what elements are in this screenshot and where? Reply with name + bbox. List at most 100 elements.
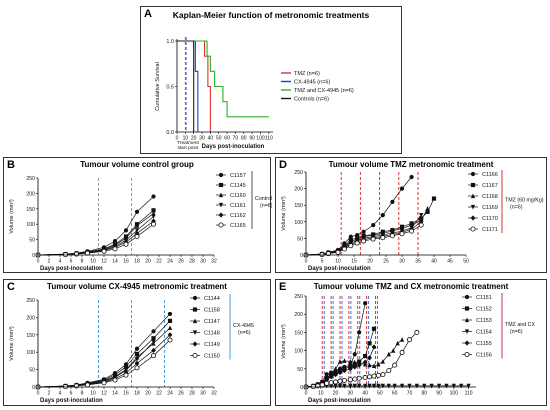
data-point: [218, 212, 224, 218]
data-point: [134, 234, 140, 240]
legend-label: Controls (n=6): [294, 97, 329, 103]
data-point: [112, 246, 118, 252]
legend-marker: [464, 340, 470, 346]
legend-marker: [470, 193, 476, 199]
data-point: [414, 329, 420, 335]
data-point: [380, 383, 385, 389]
data-point: [328, 380, 334, 386]
data-point: [337, 383, 343, 389]
y-tick-label: 150: [26, 207, 35, 213]
data-point: [406, 337, 412, 343]
data-point: [370, 236, 376, 242]
x-tick-label: 110: [265, 136, 273, 142]
x-tick-label: 20: [145, 259, 151, 265]
data-point: [409, 174, 414, 180]
chart-title: Tumour volume TMZ metronomic treatment: [328, 160, 494, 169]
x-tick-label: 25: [383, 259, 389, 265]
x-tick-label: 80: [421, 391, 427, 397]
legend-label: C1144: [204, 296, 220, 302]
legend-marker: [218, 202, 224, 208]
tumour-volume-chart: 0 50 100 150 200 250 0 5 10 15 20 25 30 35 40 45 50 Days …: [281, 170, 544, 272]
data-point: [367, 355, 372, 361]
x-tick-label: 35: [415, 259, 421, 265]
panel-label: C: [7, 281, 15, 293]
data-point: [371, 326, 377, 331]
data-point: [341, 377, 347, 383]
data-point: [407, 383, 412, 389]
data-point: [466, 383, 471, 389]
data-point: [470, 226, 476, 232]
treatment-start-annotation: start point: [177, 145, 199, 151]
legend-marker: [218, 192, 224, 198]
data-point: [352, 352, 357, 357]
x-tick-label: 16: [123, 259, 129, 265]
series-line: [37, 320, 171, 388]
legend-label: C1155: [476, 341, 492, 347]
x-tick-label: 40: [431, 259, 437, 265]
data-point: [85, 382, 91, 388]
x-tick-label: 8: [81, 391, 84, 397]
legend-marker: [192, 318, 198, 324]
x-tick-label: 0: [176, 136, 179, 142]
y-tick-label: 250: [294, 170, 303, 176]
y-tick-label: 0.5: [166, 85, 174, 91]
y-tick-label: 200: [294, 187, 303, 193]
x-tick-label: 6: [70, 391, 73, 397]
data-point: [470, 171, 476, 177]
data-point: [389, 233, 395, 239]
y-tick-label: 100: [294, 220, 303, 226]
data-point: [342, 358, 347, 363]
x-tick-label: 30: [399, 259, 405, 265]
data-point: [348, 359, 353, 364]
y-tick-label: 1.0: [166, 39, 174, 45]
data-point: [218, 172, 224, 178]
data-point: [134, 228, 140, 233]
legend-label: C1165: [230, 223, 246, 229]
x-tick-label: 20: [333, 391, 339, 397]
y-tick-label: 0: [300, 385, 303, 391]
series-markers: [35, 337, 173, 390]
data-point: [380, 359, 385, 364]
data-point: [363, 383, 368, 389]
y-tick-label: 50: [297, 236, 303, 242]
data-point: [392, 362, 398, 368]
legend-marker: [464, 329, 470, 334]
data-point: [363, 353, 368, 359]
data-point: [192, 353, 198, 359]
panel-label: B: [7, 159, 15, 171]
legend-label: C1156: [476, 353, 492, 359]
data-point: [333, 372, 338, 378]
data-point: [348, 383, 353, 389]
legend-marker: [218, 172, 224, 178]
data-point: [361, 229, 366, 234]
legend-marker: [470, 171, 476, 177]
panel-label: A: [144, 8, 152, 20]
data-point: [134, 357, 140, 362]
x-tick-label: 18: [134, 259, 140, 265]
x-tick-label: 50: [377, 391, 383, 397]
group-n-label: (n=6): [510, 329, 523, 335]
x-tick-label: 2: [48, 259, 51, 265]
data-point: [134, 360, 140, 366]
data-point: [451, 383, 456, 389]
x-tick-label: 30: [348, 391, 354, 397]
y-tick-label: 200: [294, 312, 303, 318]
data-point: [380, 372, 386, 378]
data-point: [376, 361, 381, 367]
legend-marker: [218, 182, 224, 188]
x-tick-label: 22: [156, 391, 162, 397]
legend-marker: [192, 307, 198, 312]
data-point: [74, 251, 80, 257]
data-point: [470, 193, 476, 199]
y-tick-label: 150: [294, 330, 303, 336]
x-tick-label: 2: [48, 391, 51, 397]
data-point: [392, 383, 397, 389]
panel-label: E: [279, 281, 287, 293]
legend-label: C1151: [476, 295, 492, 301]
survival-line: [177, 40, 199, 132]
x-tick-label: 6: [70, 259, 73, 265]
group-n-label: (n=6): [238, 330, 251, 336]
data-point: [464, 352, 470, 358]
data-point: [470, 182, 476, 188]
